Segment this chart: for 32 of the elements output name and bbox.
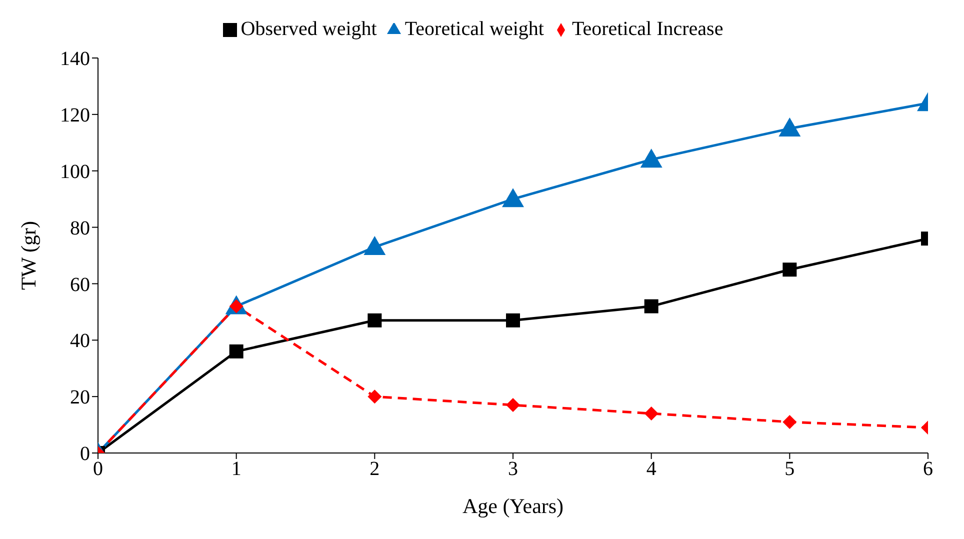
point (640, 148, 662, 168)
y-tick-label: 80 (70, 217, 90, 240)
y-tick-label: 140 (60, 48, 90, 70)
point (778, 118, 801, 137)
point (782, 414, 797, 429)
point (644, 406, 658, 420)
point (368, 313, 382, 328)
point (229, 344, 244, 358)
x-tick-label: 6 (923, 458, 933, 480)
point (364, 236, 386, 256)
x-tick-label: 3 (508, 458, 518, 480)
x-tick-label: 5 (784, 458, 795, 480)
point (506, 398, 520, 412)
x-tick-label: 4 (646, 458, 656, 480)
x-tick-label: 1 (231, 458, 242, 480)
legend-label: Observed weight (240, 18, 377, 40)
y-tick-label: 20 (70, 386, 90, 409)
y-axis-title: TW (gr) (16, 220, 40, 290)
point (644, 299, 658, 314)
point (506, 313, 520, 328)
y-tick-label: 100 (60, 160, 90, 183)
y-tick-label: 0 (80, 443, 90, 466)
legend-label: Teoretical weight (404, 18, 544, 40)
y-tick-label: 40 (70, 330, 90, 352)
y-tick-label: 60 (70, 274, 90, 296)
point (782, 262, 797, 277)
x-tick-label: 2 (370, 458, 380, 480)
point (368, 390, 382, 404)
legend-label: Teoretical Increase (572, 18, 724, 40)
point (502, 188, 524, 208)
y-tick-label: 120 (60, 104, 90, 127)
x-axis-title: Age (Years) (462, 494, 564, 518)
